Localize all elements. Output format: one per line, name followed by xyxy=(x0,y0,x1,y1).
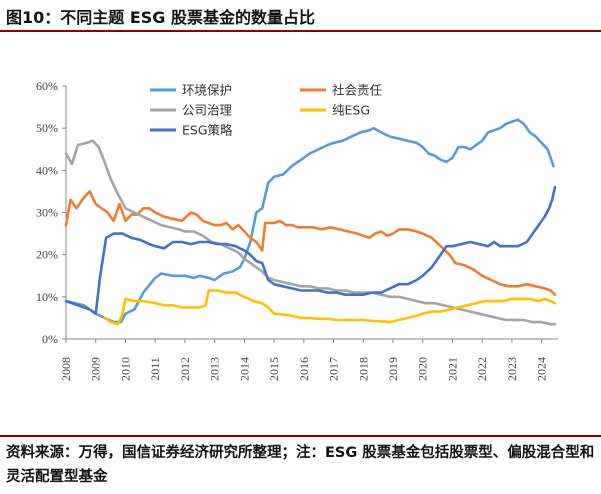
x-tick-label: 2022 xyxy=(475,357,489,381)
x-tick-label: 2008 xyxy=(59,357,73,381)
series-line-社会责任 xyxy=(64,190,557,296)
x-tick-label: 2015 xyxy=(267,357,281,381)
x-tick-label: 2019 xyxy=(386,357,400,381)
y-tick-label: 40% xyxy=(36,163,58,177)
line-chart: 0% 10% 20% 30% 40% 50% 60% 2008 2009 2010 2011 2012… xyxy=(36,79,558,381)
series-line-ESG策略 xyxy=(64,185,557,315)
legend-label-社会责任: 社会责任 xyxy=(332,83,382,98)
x-tick-label: 2018 xyxy=(356,357,370,381)
chart-axes: 0% 10% 20% 30% 40% 50% 60% 2008 2009 2010 2011 2012… xyxy=(36,79,558,381)
y-tick-label: 50% xyxy=(36,121,58,135)
legend-label-环境保护: 环境保护 xyxy=(182,83,232,98)
series-line-纯ESG xyxy=(103,289,557,326)
x-tick-label: 2014 xyxy=(237,357,251,381)
x-tick-label: 2009 xyxy=(89,357,103,381)
source-note: 资料来源：万得，国信证券经济研究所整理；注：ESG 股票基金包括股票型、偏股混合… xyxy=(6,445,595,485)
y-tick-label: 10% xyxy=(36,290,58,304)
x-tick-label: 2020 xyxy=(416,357,430,381)
x-tick-label: 2013 xyxy=(208,357,222,381)
legend-label-ESG策略: ESG策略 xyxy=(182,123,233,138)
x-tick-label: 2012 xyxy=(178,357,192,381)
series-line-环境保护 xyxy=(64,118,555,324)
x-tick-label: 2024 xyxy=(535,357,549,381)
series-line-公司治理 xyxy=(64,139,557,326)
chart-series xyxy=(64,118,557,326)
title-rule xyxy=(0,30,601,32)
source-rule xyxy=(0,435,601,437)
y-tick-label: 0% xyxy=(42,332,58,346)
y-tick-label: 20% xyxy=(36,248,58,262)
y-tick-label: 30% xyxy=(36,206,58,220)
x-tick-label: 2010 xyxy=(118,357,132,381)
x-tick-label: 2023 xyxy=(505,357,519,381)
legend-label-纯ESG: 纯ESG xyxy=(332,103,370,118)
y-tick-label: 60% xyxy=(36,79,58,93)
x-tick-label: 2016 xyxy=(297,357,311,381)
x-tick-label: 2021 xyxy=(445,357,459,381)
x-tick-label: 2011 xyxy=(148,357,162,381)
chart-title: 图10：不同主题 ESG 股票基金的数量占比 xyxy=(6,8,315,27)
x-tick-label: 2017 xyxy=(327,357,341,381)
legend-label-公司治理: 公司治理 xyxy=(182,103,233,118)
